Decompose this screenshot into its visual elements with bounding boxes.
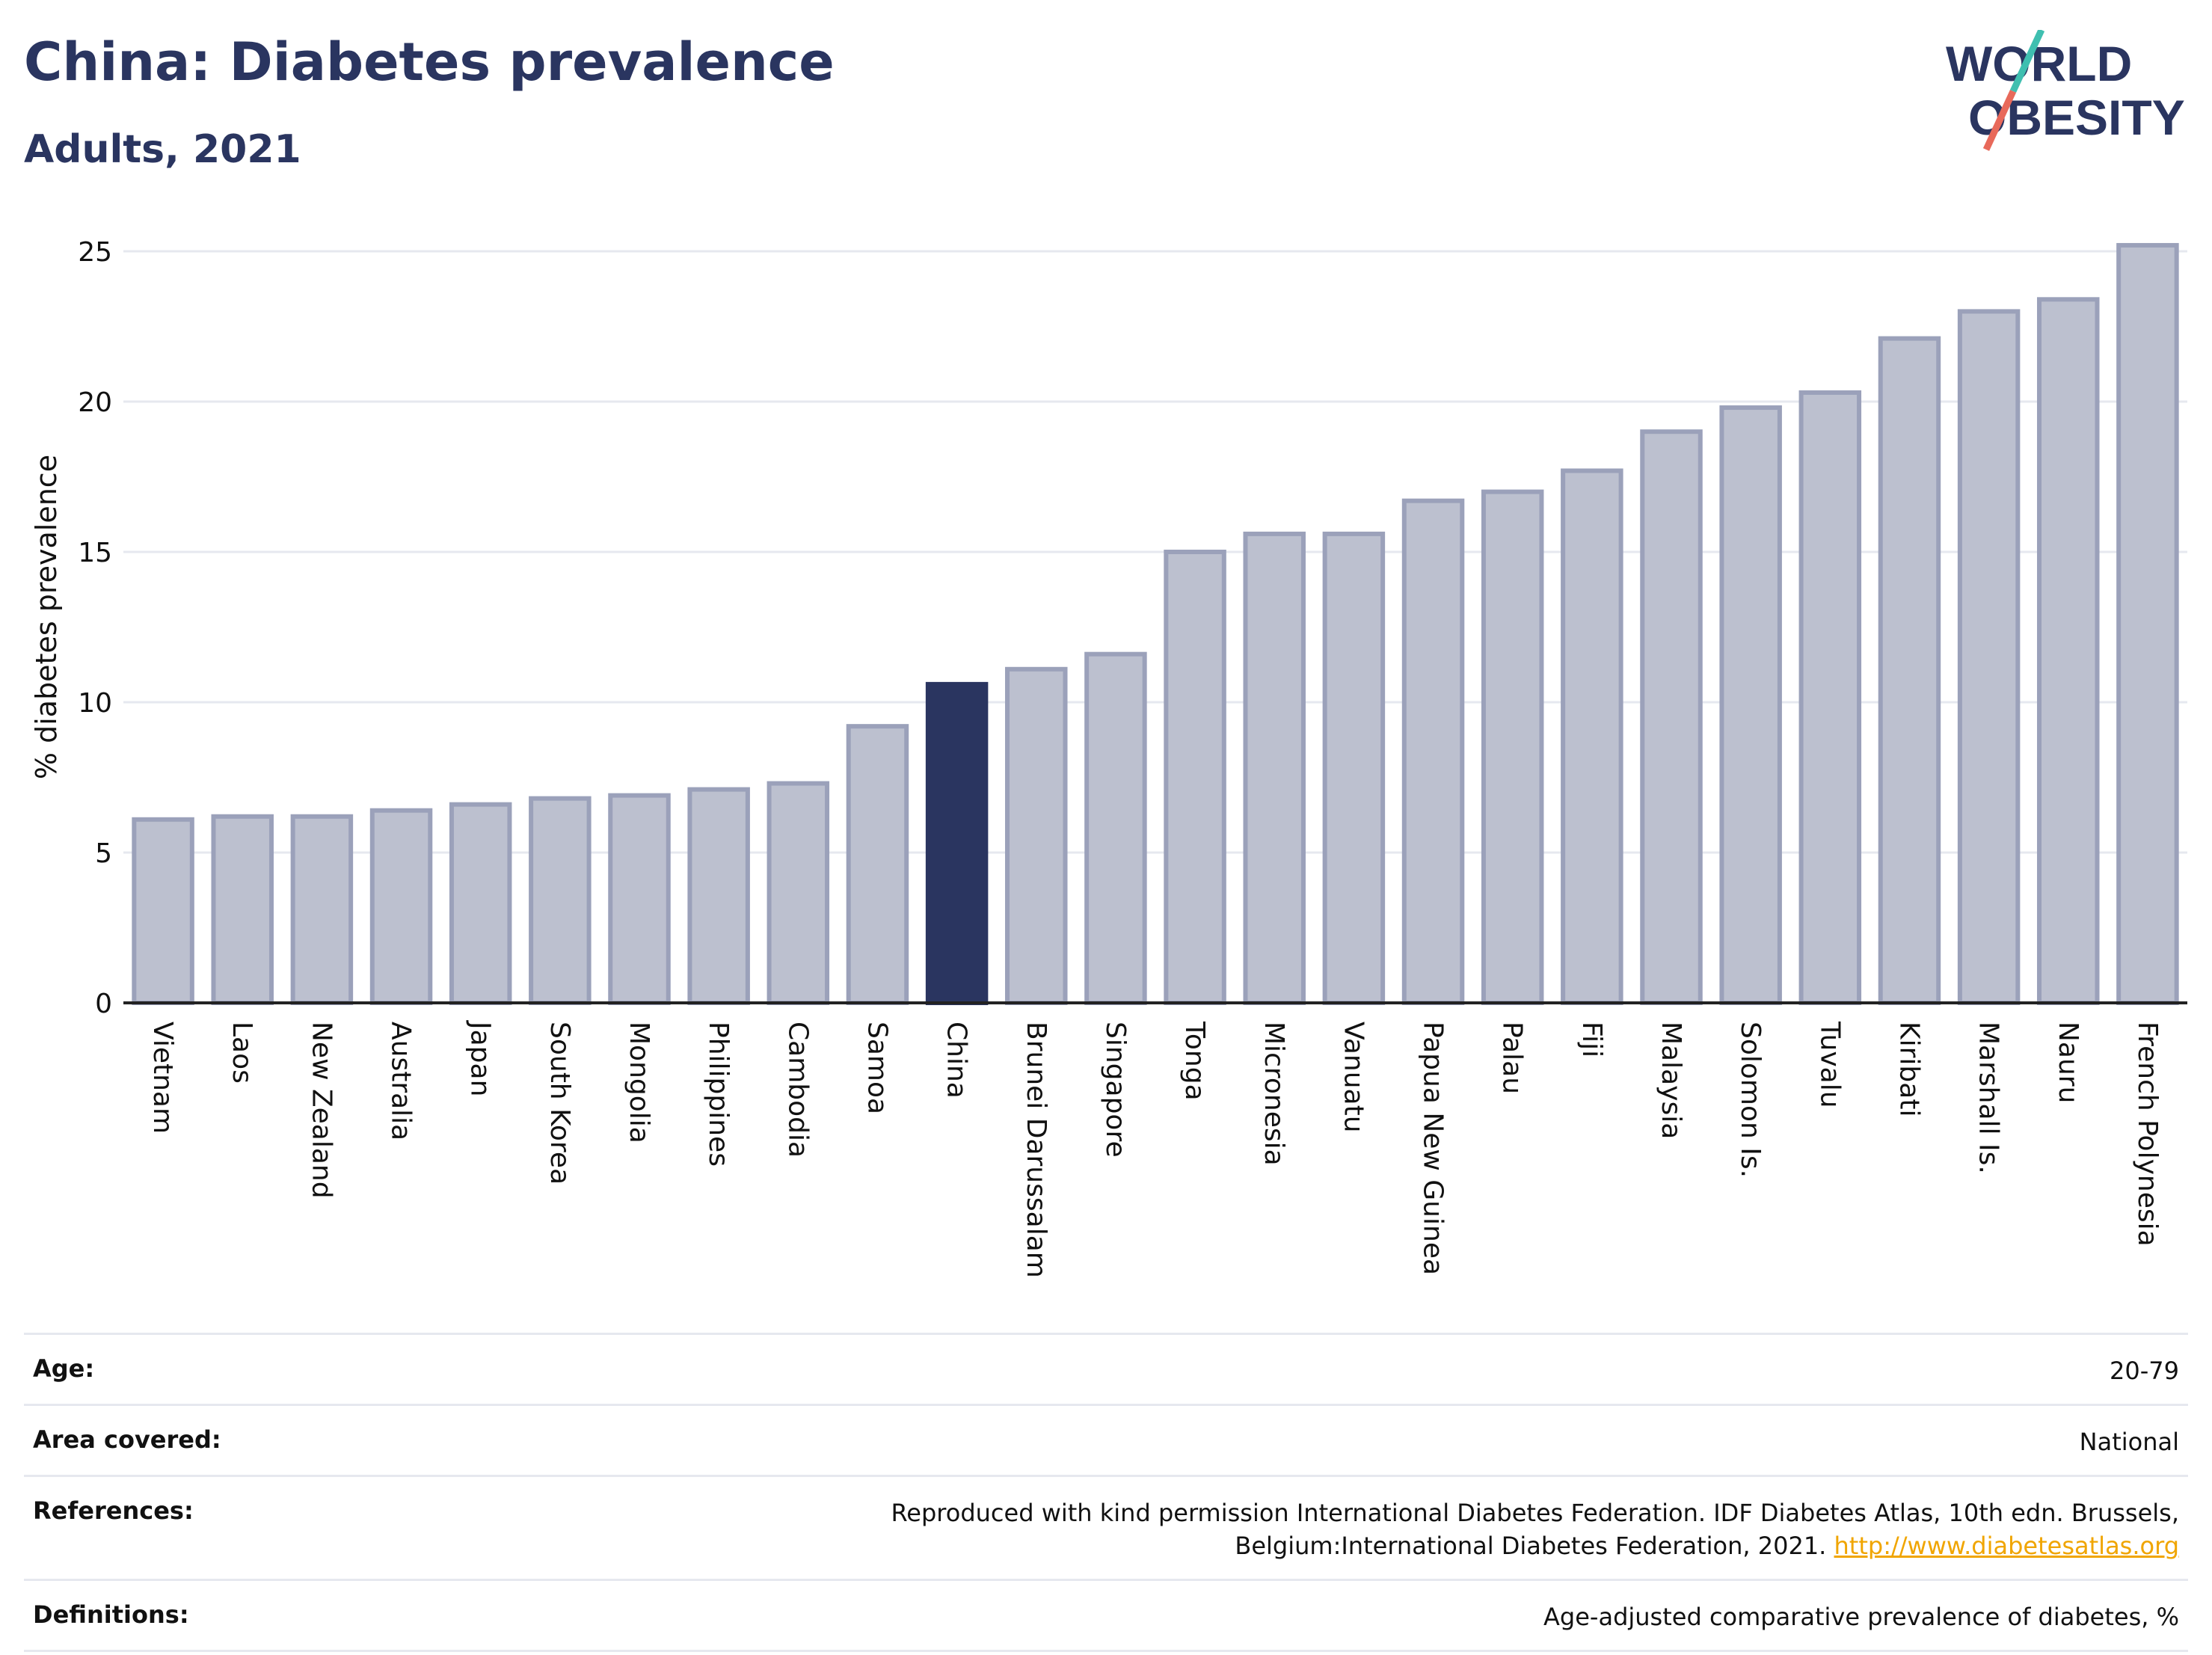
- bar: [211, 814, 274, 1006]
- info-label-definitions: Definitions:: [33, 1600, 189, 1629]
- x-tick-label: Nauru: [2053, 1022, 2083, 1103]
- bar: [449, 802, 512, 1006]
- info-value-definitions: Age-adjusted comparative prevalence of d…: [1543, 1603, 2179, 1631]
- info-row-area: Area covered: National: [24, 1404, 2188, 1475]
- x-tick-label: Vanuatu: [1338, 1022, 1368, 1133]
- x-tick-label: French Polynesia: [2132, 1022, 2163, 1247]
- info-row-definitions: Definitions: Age-adjusted comparative pr…: [24, 1579, 2188, 1652]
- x-tick-label: Cambodia: [782, 1022, 813, 1158]
- y-tick-label: 5: [95, 838, 112, 869]
- bar-chart: 0 5 10 15 20 25 Vietnam Laos New Zealand Australi…: [78, 237, 2187, 1278]
- references-link[interactable]: http://www.diabetesatlas.org: [1834, 1532, 2179, 1560]
- x-tick-label: Samoa: [861, 1022, 892, 1114]
- chart-title: China: Diabetes prevalence: [24, 31, 835, 93]
- logo-word-world: WORLD: [1946, 36, 2132, 91]
- y-tick-label: 10: [78, 688, 112, 719]
- x-tick-label: Vietnam: [147, 1022, 178, 1134]
- bar: [132, 817, 194, 1006]
- y-tick-label: 25: [78, 237, 112, 268]
- info-label-references: References:: [33, 1496, 194, 1525]
- info-label-area: Area covered:: [33, 1425, 221, 1454]
- info-value-references: Reproduced with kind permission Internat…: [646, 1496, 2180, 1562]
- y-axis-title: % diabetes prevalence: [30, 454, 63, 780]
- info-value-area: National: [2079, 1428, 2179, 1456]
- bar: [529, 796, 592, 1005]
- references-text: Reproduced with kind permission Internat…: [891, 1499, 2180, 1560]
- bar: [1005, 666, 1068, 1006]
- x-tick-label: Malaysia: [1656, 1022, 1686, 1139]
- x-tick-label: Laos: [227, 1022, 257, 1084]
- x-tick-label: Marshall Is.: [1973, 1022, 2004, 1174]
- x-tick-label: Kiribati: [1893, 1022, 1924, 1117]
- info-value-age: 20-79: [2110, 1357, 2179, 1385]
- x-tick-label: New Zealand: [306, 1022, 337, 1199]
- logo-slash-top: [2009, 30, 2045, 93]
- x-tick-label: South Korea: [544, 1022, 575, 1185]
- x-tick-label: Micronesia: [1259, 1022, 1289, 1166]
- world-obesity-logo: WORLD OBESITY: [1946, 30, 2185, 151]
- info-row-references: References: Reproduced with kind permiss…: [24, 1475, 2188, 1579]
- x-tick-label: Japan: [465, 1020, 496, 1096]
- x-tick-label: Brunei Darussalam: [1021, 1022, 1051, 1278]
- bar: [1243, 531, 1306, 1005]
- bar: [2037, 297, 2100, 1005]
- info-table: Age: 20-79 Area covered: National Refere…: [24, 1333, 2188, 1652]
- bar: [1481, 489, 1544, 1005]
- x-tick-label: Australia: [386, 1022, 417, 1140]
- bar: [1957, 309, 2021, 1005]
- logo-slash-bottom: [1982, 90, 2017, 151]
- bar: [1164, 550, 1226, 1005]
- bar-highlight: [925, 681, 989, 1005]
- x-tick-label: Singapore: [1100, 1022, 1131, 1158]
- bar: [369, 808, 433, 1005]
- y-tick-label: 15: [78, 538, 112, 568]
- bar: [608, 793, 671, 1005]
- x-tick-label: Solomon Is.: [1735, 1022, 1766, 1178]
- bar: [2116, 242, 2179, 1005]
- bar: [687, 787, 750, 1005]
- x-tick-label: Tuvalu: [1814, 1021, 1845, 1108]
- chart-subtitle: Adults, 2021: [24, 127, 301, 172]
- bar: [1798, 390, 1862, 1005]
- bar: [290, 814, 354, 1006]
- x-tick-label: Fiji: [1576, 1022, 1607, 1057]
- bar: [1640, 429, 1703, 1005]
- bar: [1878, 336, 1941, 1005]
- y-tick-label: 20: [78, 387, 112, 418]
- x-tick-label: Philippines: [703, 1022, 734, 1167]
- bar: [1561, 468, 1623, 1005]
- bar: [846, 724, 909, 1005]
- bar: [766, 781, 830, 1006]
- bar: [1322, 531, 1386, 1005]
- x-tick-label: Palau: [1497, 1022, 1528, 1094]
- x-tick-label: China: [941, 1022, 972, 1099]
- x-tick-label: Tonga: [1179, 1021, 1210, 1101]
- bar: [1719, 405, 1782, 1005]
- info-label-age: Age:: [33, 1354, 95, 1383]
- info-row-age: Age: 20-79: [24, 1333, 2188, 1404]
- y-tick-label: 0: [95, 989, 112, 1019]
- bar: [1084, 651, 1147, 1005]
- x-tick-label: Papua New Guinea: [1418, 1022, 1448, 1275]
- bar: [1401, 498, 1465, 1005]
- x-tick-label: Mongolia: [624, 1022, 654, 1143]
